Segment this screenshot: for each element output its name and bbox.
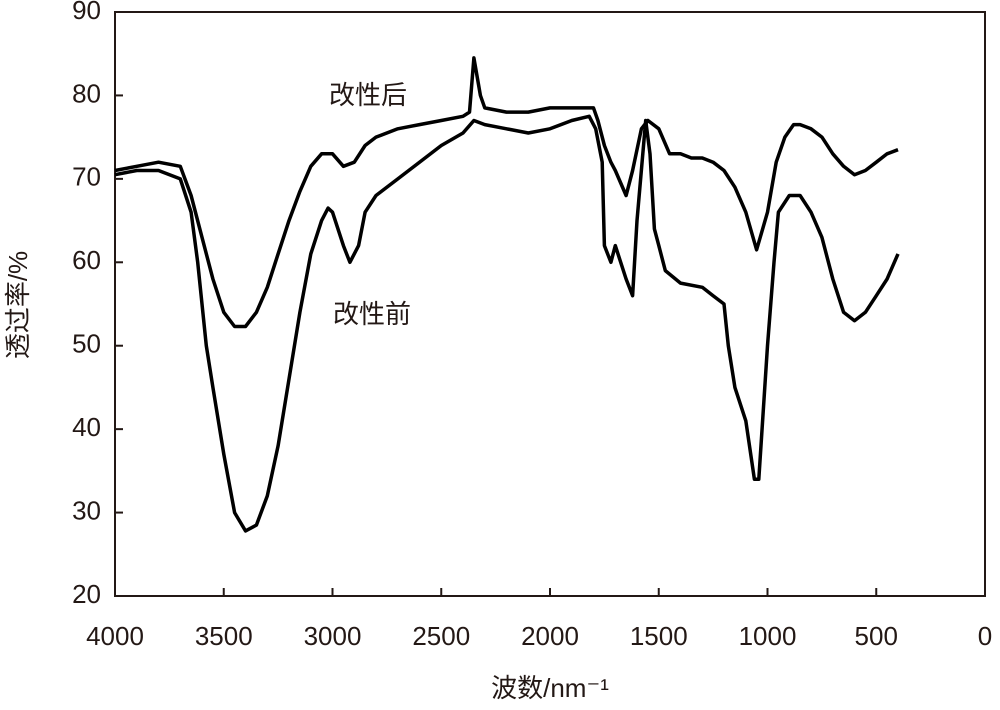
series-line bbox=[114, 56, 899, 329]
line-annotation: 改性后 bbox=[329, 80, 407, 110]
y-tick-label: 70 bbox=[72, 162, 101, 192]
x-tick-label: 3000 bbox=[304, 621, 362, 651]
x-axis-title: 波数/nm⁻¹ bbox=[491, 673, 609, 703]
series-line bbox=[114, 114, 900, 533]
x-tick-label: 500 bbox=[855, 621, 898, 651]
line-annotation: 改性前 bbox=[333, 299, 411, 329]
y-tick-label: 60 bbox=[72, 245, 101, 275]
y-tick-label: 40 bbox=[72, 412, 101, 442]
x-tick-label: 2500 bbox=[412, 621, 470, 651]
y-tick-label: 50 bbox=[72, 329, 101, 359]
y-tick-label: 80 bbox=[72, 78, 101, 108]
y-tick-label: 20 bbox=[72, 579, 101, 609]
plot-frame bbox=[114, 11, 986, 597]
x-tick-label: 2000 bbox=[521, 621, 579, 651]
x-tick-label: 1000 bbox=[739, 621, 797, 651]
y-tick-label: 90 bbox=[72, 0, 101, 25]
x-tick-label: 0 bbox=[978, 621, 992, 651]
x-tick-label: 1500 bbox=[630, 621, 688, 651]
y-axis-title: 透过率/% bbox=[3, 251, 33, 359]
x-tick-label: 4000 bbox=[86, 621, 144, 651]
x-tick-label: 3500 bbox=[195, 621, 253, 651]
y-tick-label: 30 bbox=[72, 495, 101, 525]
